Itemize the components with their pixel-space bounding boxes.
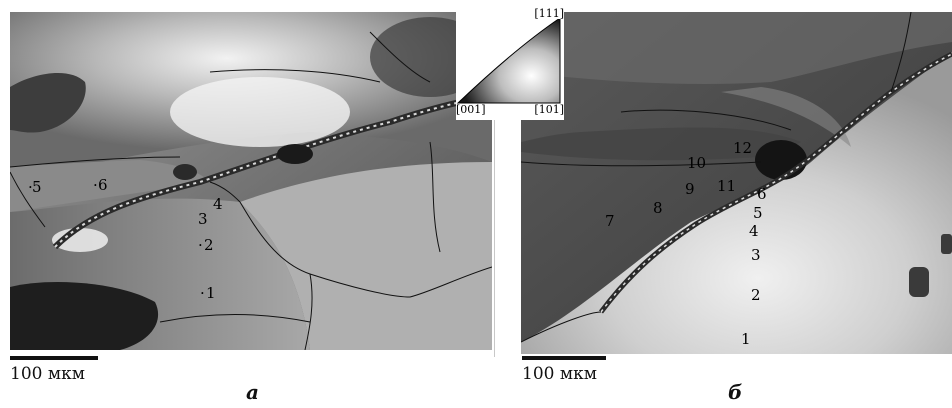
point-label: 4 — [749, 222, 759, 240]
point-label: 9 — [685, 180, 695, 198]
point-label: 3 — [751, 246, 761, 264]
point-label: 11 — [717, 177, 737, 195]
point-dot: · — [200, 284, 205, 302]
ipf-legend: [111] [001] [101] — [456, 8, 564, 120]
ipf-label-111: [111] — [534, 7, 564, 20]
ebsd-map-b-image — [521, 12, 952, 354]
point-label: 10 — [687, 154, 707, 172]
point-label: 1 — [206, 284, 216, 302]
point-label: 8 — [653, 199, 663, 217]
ebsd-map-a-image — [10, 12, 492, 350]
subfigure-label-a: а — [246, 380, 259, 404]
ebsd-map-a: 1 2 3 4 5 6 · · · · — [10, 12, 492, 350]
ipf-label-101: [101] — [534, 103, 564, 116]
point-dot: · — [93, 176, 98, 194]
scale-bar-a — [10, 356, 98, 360]
point-label: 2 — [751, 286, 761, 304]
ipf-triangle-icon — [456, 8, 564, 120]
point-dot: · — [28, 178, 33, 196]
point-label: 4 — [213, 195, 223, 213]
point-label: 5 — [753, 204, 763, 222]
point-label: 5 — [32, 178, 42, 196]
point-label: 7 — [605, 212, 615, 230]
ipf-label-001: [001] — [456, 103, 486, 116]
point-label: 12 — [733, 139, 753, 157]
scale-label-a: 100 мкм — [10, 364, 85, 384]
point-label: 2 — [204, 236, 214, 254]
point-label: 6 — [757, 185, 767, 203]
panel-divider — [494, 12, 495, 357]
point-label: 6 — [98, 176, 108, 194]
ebsd-map-b: 1 2 3 4 5 6 7 8 9 10 11 12 — [521, 12, 952, 354]
point-label: 3 — [198, 210, 208, 228]
point-label: 1 — [741, 330, 751, 348]
subfigure-label-b: б — [728, 380, 743, 404]
scale-bar-b — [522, 356, 606, 360]
scale-label-b: 100 мкм — [522, 364, 597, 384]
point-dot: · — [198, 236, 203, 254]
